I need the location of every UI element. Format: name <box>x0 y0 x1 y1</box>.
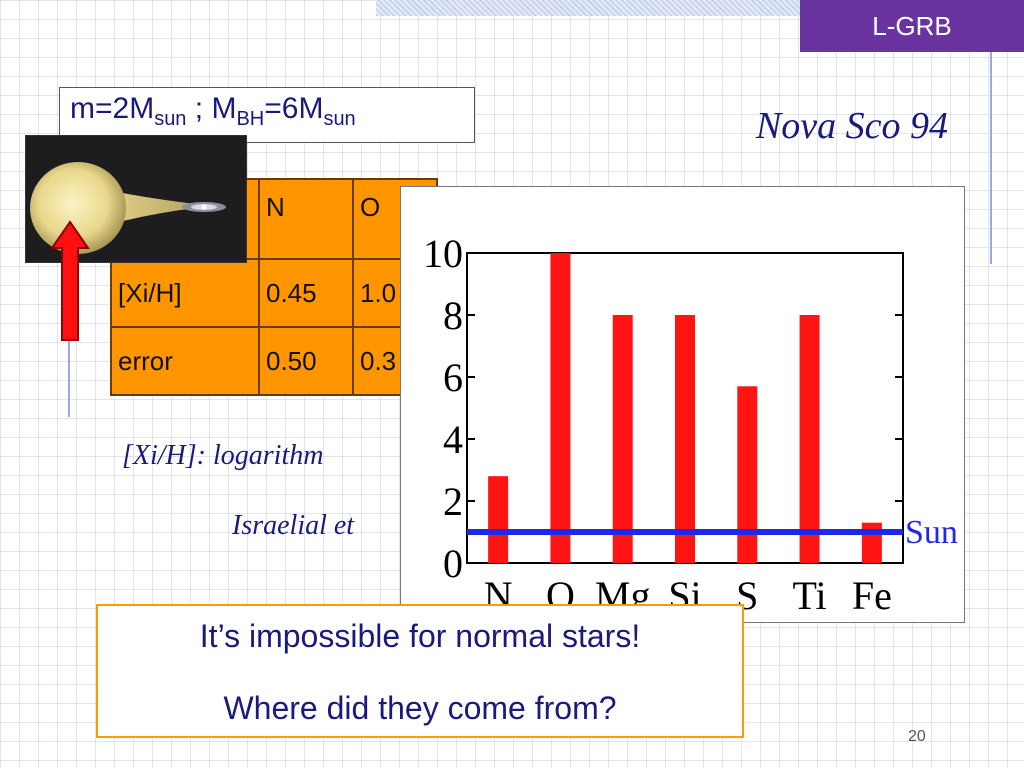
bar-o <box>550 253 571 563</box>
table-header-cell: N <box>258 178 354 260</box>
sun-line-label: Sun <box>905 514 958 551</box>
section-tag: L-GRB <box>800 0 1024 52</box>
slide-title: Nova Sco 94 <box>755 105 948 147</box>
table-cell: 0.45 <box>258 258 354 328</box>
decorative-line-right <box>990 52 992 264</box>
bar-ti <box>799 315 820 563</box>
table-cell: 0.50 <box>258 326 354 396</box>
star-mass-text: m=2M <box>70 92 155 125</box>
bar-si <box>675 315 695 563</box>
up-arrow-icon <box>50 220 90 341</box>
y-tick-label: 2 <box>443 479 463 524</box>
callout-line-2: Where did they come from? <box>223 690 617 726</box>
bar-s <box>737 386 758 563</box>
bar-n <box>488 476 509 563</box>
y-tick-label: 10 <box>423 231 463 276</box>
bar-fe <box>861 522 882 563</box>
table-row: error 0.50 0.3 <box>110 326 438 396</box>
table-row-label: error <box>110 326 260 396</box>
y-tick-label: 4 <box>443 417 463 462</box>
callout-line-1: It’s impossible for normal stars! <box>199 618 641 654</box>
separator-text: ; M <box>186 92 237 125</box>
page-number: 20 <box>908 728 926 745</box>
sun-subscript-2: sun <box>323 108 356 130</box>
table-row: [Xi/H] 0.45 1.0 <box>110 258 438 328</box>
sun-subscript: sun <box>154 108 187 130</box>
conclusion-callout: It’s impossible for normal stars! Where … <box>96 604 744 738</box>
abundance-chart: 0 2 4 6 8 10 N O Mg Si S Ti Fe Sun <box>400 186 965 623</box>
y-tick-label: 8 <box>443 293 463 338</box>
y-tick-label: 0 <box>443 541 463 586</box>
x-tick-label: Ti <box>793 573 827 618</box>
y-tick-label: 6 <box>443 355 463 400</box>
table-footnote: [Xi/H]: logarithm <box>122 440 324 471</box>
mass-info-box: m=2Msun ; MBH=6Msun <box>59 87 475 143</box>
bar-mg <box>612 315 633 563</box>
table-row-label: [Xi/H] <box>110 258 260 328</box>
reference-text: Israelial et <box>232 510 355 541</box>
top-decorative-band <box>376 0 800 16</box>
x-tick-label: Fe <box>852 573 892 618</box>
bh-subscript: BH <box>236 108 265 130</box>
bh-mass-text: =6M <box>264 92 324 125</box>
